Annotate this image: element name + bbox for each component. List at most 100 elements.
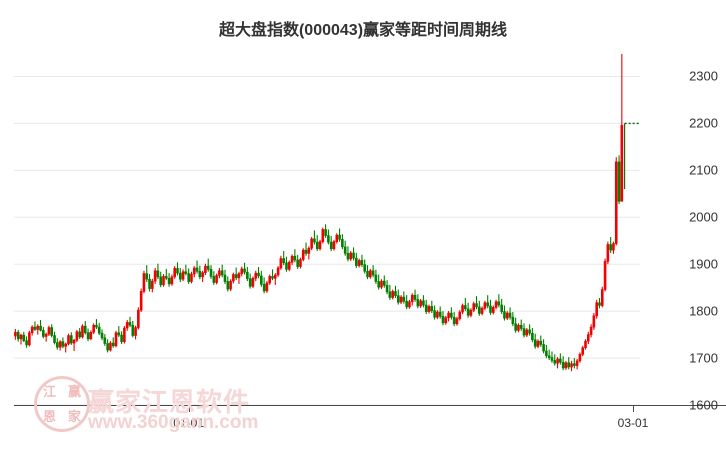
x-axis-labels: 01-0103-0104-0105-0106-0107-0108-0109-01… xyxy=(0,416,726,438)
candle-body xyxy=(72,339,76,344)
candle-body xyxy=(427,306,431,312)
candle-body xyxy=(363,264,367,272)
candle-body xyxy=(251,277,255,287)
candle-body xyxy=(369,270,372,278)
candle-body xyxy=(114,332,118,347)
y-axis-label: 1800 xyxy=(689,303,718,319)
candle-body xyxy=(475,303,478,308)
candle-body xyxy=(103,337,107,344)
candle-body xyxy=(282,258,285,264)
candle-body xyxy=(480,308,484,314)
candle-body xyxy=(131,324,135,336)
candle-body xyxy=(522,328,526,336)
candle-body xyxy=(450,312,453,318)
candle-body xyxy=(134,327,137,336)
candle-body xyxy=(374,274,378,282)
candle-body xyxy=(187,273,190,282)
candle-body xyxy=(612,243,615,251)
candle-body xyxy=(190,273,193,282)
candle-body xyxy=(452,316,456,325)
candle-body xyxy=(600,289,604,306)
candle-body xyxy=(229,280,232,290)
candle-body xyxy=(181,271,185,280)
candle-body xyxy=(578,354,582,362)
candle-body xyxy=(95,324,98,328)
candle-body xyxy=(67,335,70,345)
candle-body xyxy=(184,271,188,274)
candle-body xyxy=(273,274,277,279)
candle-body xyxy=(573,363,576,366)
candle-body xyxy=(89,331,93,340)
candle-body xyxy=(240,268,244,274)
candle-body xyxy=(268,276,272,284)
candle-body xyxy=(410,294,414,303)
candle-body xyxy=(78,331,81,338)
candle-body xyxy=(508,312,512,318)
chart-title: 超大盘指数(000043)赢家等距时间周期线 xyxy=(218,22,508,39)
candle-body xyxy=(606,244,610,262)
candle-body xyxy=(564,362,568,369)
candle-body xyxy=(458,311,462,319)
y-axis-label: 2200 xyxy=(689,115,718,131)
candle-body xyxy=(385,285,389,293)
candle-body xyxy=(332,241,336,250)
candle-body xyxy=(491,307,495,313)
candle-body xyxy=(313,238,316,243)
candle-body xyxy=(271,276,274,279)
candle-body xyxy=(262,284,266,292)
candle-body xyxy=(279,258,283,269)
candle-body xyxy=(109,342,112,351)
candle-body xyxy=(61,341,65,347)
candle-body xyxy=(170,276,174,285)
candle-body xyxy=(237,273,241,279)
candle-body xyxy=(609,244,612,251)
candle-body xyxy=(430,306,434,311)
candle-body xyxy=(525,329,529,336)
candle-body xyxy=(542,344,545,352)
candle-body xyxy=(531,332,534,341)
candle-body xyxy=(226,281,230,290)
candle-body xyxy=(162,276,165,286)
candle-body xyxy=(206,265,210,270)
candle-body xyxy=(178,272,182,280)
candle-body xyxy=(394,291,397,296)
candle-body xyxy=(559,358,562,363)
candle-body xyxy=(503,311,506,319)
candle-body xyxy=(466,308,470,316)
candle-body xyxy=(123,327,126,342)
candle-body xyxy=(111,342,115,347)
y-axis-label: 1900 xyxy=(689,256,718,272)
candle-body xyxy=(561,361,565,369)
candle-body xyxy=(598,302,601,306)
candle-body xyxy=(399,296,403,303)
candle-body xyxy=(478,306,481,314)
candle-body xyxy=(595,302,598,317)
candle-body xyxy=(195,267,199,272)
candle-body xyxy=(422,300,425,306)
candle-body xyxy=(287,262,291,270)
candle-body xyxy=(469,309,473,316)
candle-body xyxy=(517,324,520,331)
plot-area[interactable] xyxy=(14,53,640,405)
candle-body xyxy=(500,304,503,312)
candle-body xyxy=(33,326,37,330)
candle-body xyxy=(220,270,224,276)
candle-body xyxy=(92,324,95,333)
candle-body xyxy=(614,161,618,244)
candle-body xyxy=(533,339,537,347)
candle-body xyxy=(329,241,333,250)
candle-body xyxy=(81,325,84,338)
candle-body xyxy=(246,271,249,280)
candle-body xyxy=(497,301,501,306)
candle-body xyxy=(589,326,593,335)
x-axis-label: 01-01 xyxy=(173,416,205,430)
candle-body xyxy=(603,261,607,290)
candle-body xyxy=(301,249,305,260)
candle-body xyxy=(14,331,17,337)
candle-body xyxy=(483,302,487,309)
candle-body xyxy=(592,315,596,328)
candle-body xyxy=(243,268,246,273)
candle-body xyxy=(232,274,235,282)
candle-body xyxy=(39,325,42,331)
